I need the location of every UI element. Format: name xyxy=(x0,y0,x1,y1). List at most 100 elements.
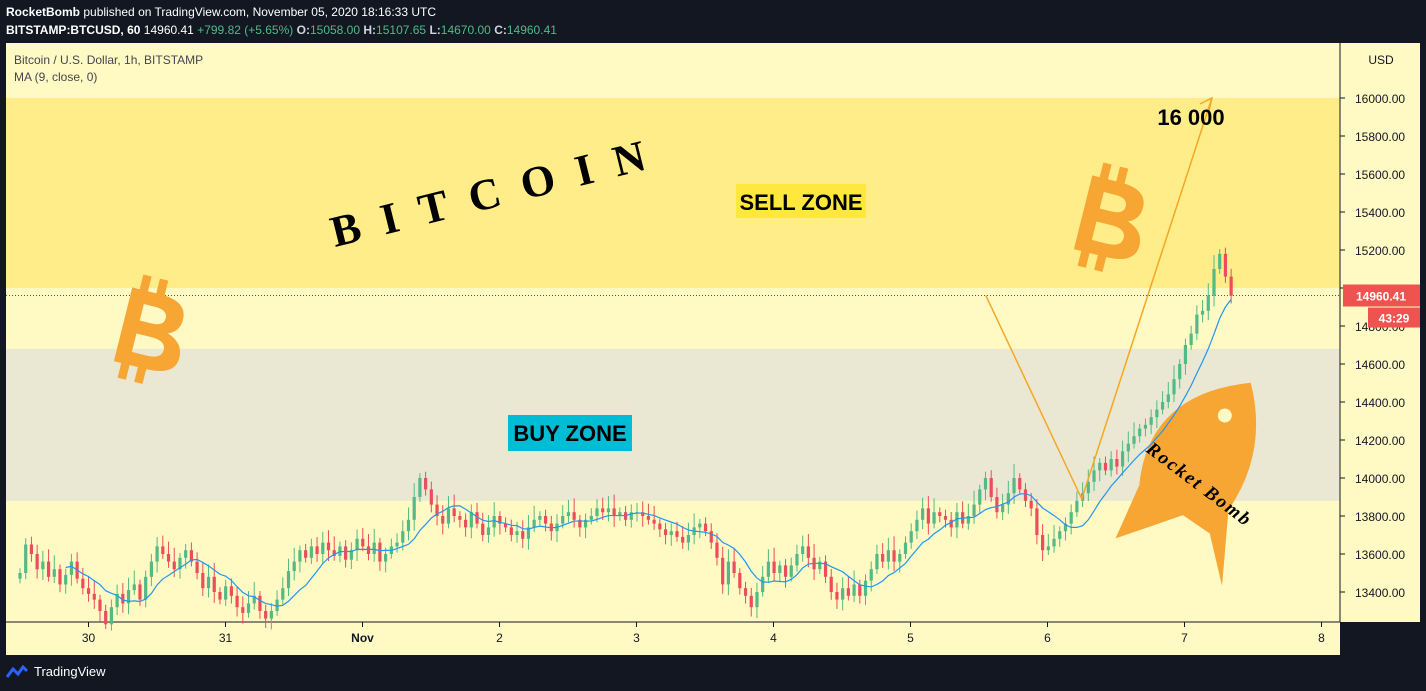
ohlc-line: BITSTAMP:BTCUSD, 60 14960.41 +799.82 (+5… xyxy=(6,23,557,37)
candle-body xyxy=(418,478,422,497)
buy-zone-label-bg xyxy=(508,415,632,451)
candle-body xyxy=(412,497,416,520)
candle-body xyxy=(458,516,462,520)
candle-body xyxy=(972,504,976,516)
candle-body xyxy=(406,519,411,532)
candle-body xyxy=(384,554,388,562)
candle-body xyxy=(441,516,445,524)
candle-body xyxy=(543,516,548,524)
candle-body xyxy=(949,519,953,528)
candle-body xyxy=(258,595,262,611)
candle-body xyxy=(1069,512,1073,524)
price-tick-label: 15600.00 xyxy=(1355,168,1405,182)
symbol-label[interactable]: BITSTAMP:BTCUSD, 60 xyxy=(6,23,141,37)
candle-body xyxy=(1189,333,1193,345)
candle-body xyxy=(349,550,353,560)
candle-body xyxy=(618,512,622,516)
candle-body xyxy=(721,557,725,585)
published-text: published on TradingView.com, November 0… xyxy=(83,5,437,19)
price-tick-label: 16000.00 xyxy=(1355,92,1405,106)
candle-body xyxy=(1109,459,1113,471)
ma-line xyxy=(65,299,1232,607)
author-name[interactable]: RocketBomb xyxy=(6,5,81,19)
candle-body xyxy=(212,576,216,592)
price-tick-label: 13600.00 xyxy=(1355,548,1405,562)
candle-body xyxy=(932,512,936,524)
candle-body xyxy=(269,611,273,619)
candle-body xyxy=(583,519,588,528)
candle-body xyxy=(772,561,776,573)
bitcoin-logo-right-icon-bar3 xyxy=(1077,249,1091,268)
candle-body xyxy=(509,527,513,535)
candle-body xyxy=(852,584,856,596)
candle-body xyxy=(1098,462,1102,471)
candle-body xyxy=(149,561,153,577)
price-badge-label: 14960.41 xyxy=(1356,290,1406,304)
candle-body xyxy=(1149,417,1153,425)
candle-body xyxy=(589,516,593,520)
price-tick-label: 15400.00 xyxy=(1355,206,1405,220)
candle-body xyxy=(561,516,565,524)
publish-line: RocketBomb published on TradingView.com,… xyxy=(6,5,436,19)
candle-body xyxy=(743,588,748,596)
candle-body xyxy=(652,519,656,524)
legend-indicator: MA (9, close, 0) xyxy=(14,70,97,84)
price-tick-label: 14600.00 xyxy=(1355,358,1405,372)
candle-body xyxy=(321,542,325,554)
candle-body xyxy=(378,542,382,562)
price-tick-label: 14200.00 xyxy=(1355,434,1405,448)
legend-title: Bitcoin / U.S. Dollar, 1h, BITSTAMP xyxy=(14,53,203,67)
candle-body xyxy=(761,576,765,592)
buy-zone-band xyxy=(6,348,1340,501)
price-badge-bg xyxy=(1343,284,1420,307)
candle-body xyxy=(532,519,536,528)
candle-body xyxy=(189,550,193,562)
target-label: 16 000 xyxy=(1157,105,1224,130)
candle-body xyxy=(1086,481,1090,494)
candle-body xyxy=(675,531,679,537)
currency-label: USD xyxy=(1368,53,1394,67)
candle-body xyxy=(1029,500,1033,509)
bitcoin-logo-left-icon-bar3 xyxy=(117,361,131,380)
time-tick-label: 2 xyxy=(496,631,503,645)
price-tick-label: 14400.00 xyxy=(1355,396,1405,410)
candle-body xyxy=(264,611,268,619)
candle-body xyxy=(286,571,291,589)
candle-body xyxy=(395,542,399,547)
projection-arrowhead-icon xyxy=(1199,96,1213,112)
candle-body xyxy=(355,538,359,551)
candle-body xyxy=(429,489,433,505)
rocket-fin-top xyxy=(1115,485,1185,539)
candle-body xyxy=(829,576,833,592)
candle-body xyxy=(978,489,982,505)
time-tick-label: 30 xyxy=(82,631,96,645)
low-value: 14670.00 xyxy=(440,23,491,37)
candle-body xyxy=(315,546,319,554)
candle-body xyxy=(886,550,890,562)
candle-body xyxy=(1229,276,1233,296)
low-label: L: xyxy=(429,23,441,37)
candle-body xyxy=(686,535,691,543)
candle-body xyxy=(526,527,531,539)
candle-body xyxy=(789,565,793,577)
candle-body xyxy=(538,516,542,520)
candle-body xyxy=(304,550,308,558)
footer-brand[interactable]: TradingView xyxy=(6,664,106,679)
candle-body xyxy=(1052,538,1056,547)
time-tick-label: 3 xyxy=(633,631,640,645)
brand-label: TradingView xyxy=(34,664,106,679)
candle-body xyxy=(783,565,788,577)
bitcoin-logo-left-icon-bar1 xyxy=(139,274,152,294)
price-tick-label: 15800.00 xyxy=(1355,130,1405,144)
candle-body xyxy=(166,554,171,562)
candle-body xyxy=(846,588,850,596)
candle-body xyxy=(903,542,908,554)
candle-body xyxy=(332,550,336,556)
rocket-window xyxy=(1217,408,1232,423)
candle-body xyxy=(361,538,365,547)
candle-body xyxy=(35,554,39,570)
candle-body xyxy=(1058,531,1062,539)
candle-body xyxy=(401,531,405,543)
candle-body xyxy=(863,580,868,596)
